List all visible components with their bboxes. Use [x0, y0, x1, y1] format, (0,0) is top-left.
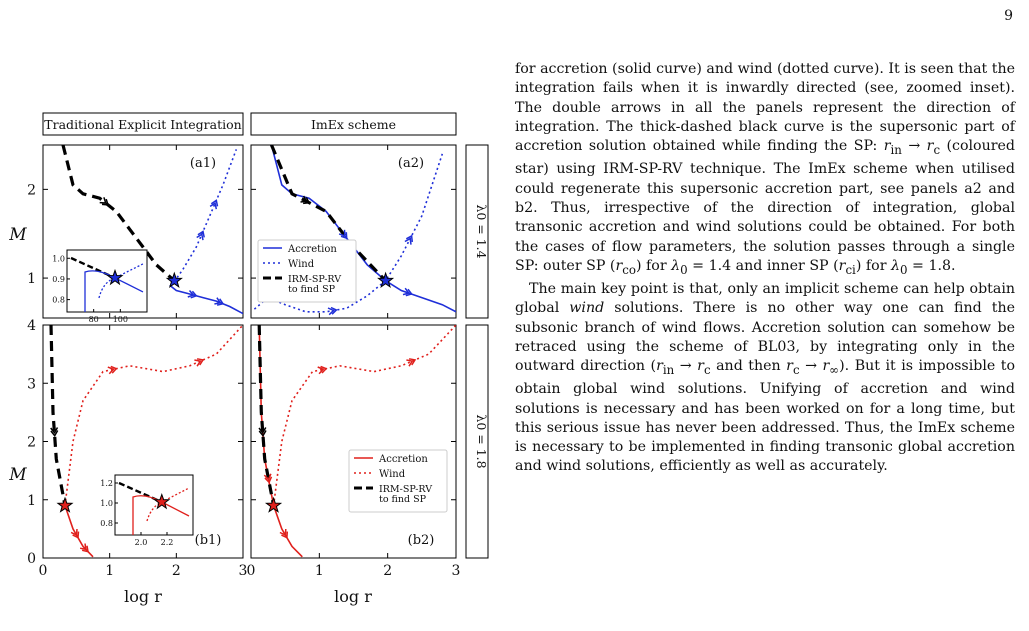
wind-arrow: [406, 358, 417, 367]
legend-box: [257, 239, 357, 303]
sp-search-curve: [270, 145, 387, 282]
wind-arrow: [327, 306, 338, 316]
panel-plot: [257, 325, 456, 558]
y-tick-label: 0: [27, 551, 36, 567]
panel-frame: [42, 144, 244, 319]
inset-sonic-point-star: [153, 492, 171, 510]
paragraph-1: for accretion (solid curve) and wind (do…: [515, 61, 1015, 277]
sp-search-curve: [49, 325, 67, 506]
inset-y-tick-label: 1.2: [100, 479, 113, 488]
y-tick-label: 2: [27, 182, 36, 198]
column-header: ImEx scheme: [311, 117, 396, 132]
x-tick-label: 0: [247, 563, 256, 579]
y-tick-label: 3: [27, 376, 36, 392]
y-tick-label: 2: [27, 435, 36, 451]
legend-label: Accretion: [378, 454, 428, 465]
column-header: Traditional Explicit Integration: [44, 117, 241, 132]
legend-label: to find SP: [379, 494, 427, 505]
legend-label: Wind: [379, 469, 406, 480]
accretion-arrow: [402, 287, 413, 297]
row-label: λ0 = 1.4: [474, 204, 489, 258]
inset-y-tick-label: 0.8: [52, 296, 65, 305]
accretion-arrow: [70, 528, 80, 539]
x-tick-label: 3: [239, 563, 248, 579]
y-tick-label: 1: [27, 493, 36, 509]
legend-label: Wind: [288, 259, 315, 270]
wind-curve: [272, 325, 456, 506]
inset-x-tick-label: 100: [113, 315, 128, 324]
legend-box: [348, 449, 448, 513]
page-number: 9: [1004, 8, 1013, 24]
wind-arrow: [317, 365, 328, 375]
x-axis-label: log r: [334, 587, 372, 606]
y-tick-label: 1: [27, 271, 36, 287]
legend-label: IRM-SP-RV: [379, 484, 432, 495]
legend-label: IRM-SP-RV: [288, 274, 341, 285]
x-tick-label: 2: [383, 563, 392, 579]
y-axis-label: M: [8, 225, 27, 245]
inset-y-tick-label: 1.0: [52, 254, 65, 263]
sonic-point-star: [377, 271, 395, 289]
sp-search-arrow: [300, 195, 311, 205]
accretion-arrow: [214, 297, 225, 306]
legend-label: Accretion: [287, 244, 337, 255]
legend-label: to find SP: [288, 284, 336, 295]
accretion-curve: [258, 325, 303, 558]
inset-x-tick-label: 2.0: [135, 538, 148, 547]
sonic-point-star: [56, 496, 74, 513]
column-header-box: [250, 112, 457, 136]
panel-label: (b2): [408, 533, 435, 548]
panel-label: (b1): [195, 533, 222, 548]
inset-frame: [114, 474, 194, 536]
panel-label: (a2): [398, 156, 424, 171]
figure: Traditional Explicit Integration ImEx sch…: [8, 112, 489, 606]
inset-x-tick-label: 2.2: [161, 538, 174, 547]
wind-arrow: [196, 230, 205, 241]
y-axis-label: M: [8, 465, 27, 485]
wind-arrow: [209, 199, 219, 210]
sp-search-curve: [61, 145, 176, 282]
wind-arrow: [194, 358, 205, 367]
accretion-curve: [64, 505, 94, 558]
inset-sonic-point-star: [106, 268, 124, 286]
wind-arrow: [107, 365, 118, 375]
inset-x-tick-label: 80: [89, 315, 99, 324]
inset-y-tick-label: 0.8: [100, 519, 113, 528]
x-tick-label: 1: [315, 563, 324, 579]
inset-y-tick-label: 1.0: [100, 499, 113, 508]
y-tick-label: 4: [27, 318, 36, 334]
x-tick-label: 2: [172, 563, 181, 579]
panel-frame: [250, 144, 457, 319]
accretion-curve: [169, 284, 243, 315]
accretion-arrow: [338, 229, 348, 240]
row-label-box: [465, 324, 489, 559]
x-tick-label: 1: [105, 563, 114, 579]
inset-frame: [66, 249, 148, 313]
body-text: for accretion (solid curve) and wind (do…: [515, 60, 1015, 477]
accretion-arrow: [279, 528, 289, 539]
inset-y-tick-label: 0.9: [52, 275, 65, 284]
row-label-box: [465, 144, 489, 319]
panel-label: (a1): [190, 156, 216, 171]
accretion-arrow: [79, 543, 89, 553]
x-tick-label: 3: [452, 563, 461, 579]
x-axis-label: log r: [124, 587, 162, 606]
sonic-point-star: [165, 271, 183, 289]
panel-plot: [61, 145, 243, 315]
sp-search-arrow: [258, 427, 267, 438]
paragraph-2: The main key point is that, only an impl…: [515, 280, 1015, 475]
x-tick-label: 0: [39, 563, 48, 579]
column-header-box: [42, 112, 244, 136]
sp-search-arrow: [99, 197, 110, 206]
wind-arrow: [404, 234, 414, 245]
accretion-arrow: [187, 290, 198, 299]
sonic-point-star: [264, 496, 283, 513]
sp-search-arrow: [50, 427, 59, 438]
accretion-arrow: [263, 473, 273, 484]
row-label: λ0 = 1.8: [474, 414, 489, 468]
panel-frame: [250, 324, 457, 559]
